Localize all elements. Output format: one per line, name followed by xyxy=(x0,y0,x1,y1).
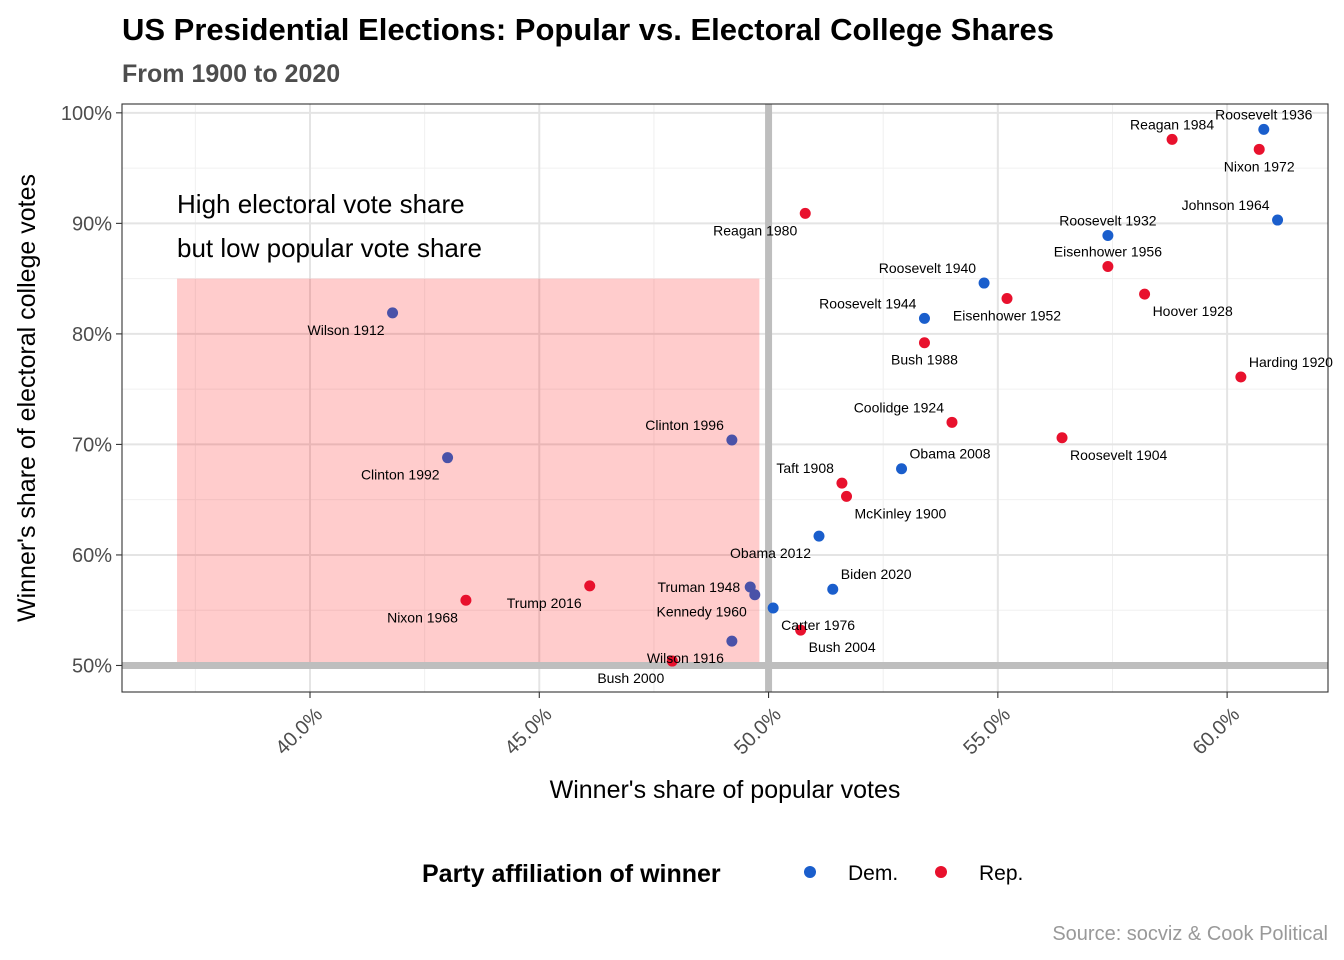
x-tick-label: 60.0% xyxy=(1189,703,1245,759)
data-point xyxy=(726,635,738,647)
data-point xyxy=(1001,293,1013,305)
data-point xyxy=(813,530,825,542)
point-label: Bush 1988 xyxy=(891,352,958,368)
legend-title: Party affiliation of winner xyxy=(422,860,721,888)
x-tick-label: 50.0% xyxy=(730,703,786,759)
data-point xyxy=(799,207,811,219)
data-point xyxy=(666,655,678,667)
data-point xyxy=(460,594,472,606)
point-label: Obama 2012 xyxy=(730,545,811,561)
data-point xyxy=(836,477,848,489)
point-label: Nixon 1968 xyxy=(387,609,458,625)
source-caption: Source: socviz & Cook Political xyxy=(1052,923,1328,945)
y-tick-label: 50% xyxy=(72,655,112,677)
point-label: Coolidge 1924 xyxy=(854,399,945,415)
point-label: Bush 2004 xyxy=(809,639,876,655)
legend-rep-swatch xyxy=(935,866,947,878)
point-label: Hoover 1928 xyxy=(1153,303,1233,319)
data-point xyxy=(387,307,399,319)
data-points xyxy=(387,123,1284,667)
point-label: Trump 2016 xyxy=(507,595,582,611)
chart-subtitle: From 1900 to 2020 xyxy=(122,60,340,88)
point-label: Eisenhower 1952 xyxy=(953,308,1061,324)
y-tick-label: 70% xyxy=(72,434,112,456)
point-label: McKinley 1900 xyxy=(855,505,947,521)
legend-rep-label: Rep. xyxy=(979,862,1023,885)
data-point xyxy=(767,602,779,614)
point-label: Roosevelt 1940 xyxy=(879,260,977,276)
data-point xyxy=(1102,260,1114,272)
annotation-text-line: High electoral vote share xyxy=(177,189,465,219)
annotation-text-line: but low popular vote share xyxy=(177,233,482,263)
y-tick-label: 60% xyxy=(72,545,112,567)
data-point xyxy=(978,277,990,289)
legend-dem-swatch xyxy=(804,866,816,878)
point-label: Truman 1948 xyxy=(657,579,740,595)
point-label: Eisenhower 1956 xyxy=(1054,243,1162,259)
point-label: Bush 2000 xyxy=(597,670,664,686)
point-label: Roosevelt 1936 xyxy=(1215,106,1313,122)
x-tick-label: 55.0% xyxy=(959,703,1015,759)
point-label: Wilson 1916 xyxy=(647,650,724,666)
legend: Party affiliation of winner Dem. Rep. xyxy=(422,860,1023,888)
data-point xyxy=(946,416,958,428)
point-label: Carter 1976 xyxy=(781,617,855,633)
data-point xyxy=(1258,123,1270,135)
plot-panel-border xyxy=(121,103,1329,693)
point-label: Nixon 1972 xyxy=(1224,158,1295,174)
x-tick-label: 45.0% xyxy=(501,703,557,759)
data-point xyxy=(1235,371,1247,383)
data-point xyxy=(827,583,839,595)
data-point xyxy=(1139,288,1151,300)
point-label: Roosevelt 1944 xyxy=(819,295,917,311)
data-point xyxy=(1253,143,1265,155)
point-label: Taft 1908 xyxy=(776,460,834,476)
y-tick-label: 80% xyxy=(72,324,112,346)
chart-title: US Presidential Elections: Popular vs. E… xyxy=(122,12,1054,47)
point-label: Clinton 1996 xyxy=(645,417,724,433)
point-label: Roosevelt 1904 xyxy=(1070,447,1168,463)
data-point xyxy=(918,312,930,324)
data-point xyxy=(841,490,853,502)
data-point xyxy=(896,463,908,475)
data-point xyxy=(1102,230,1114,242)
data-point xyxy=(749,589,761,601)
data-point xyxy=(918,337,930,349)
x-axis-title: Winner's share of popular votes xyxy=(550,776,901,804)
x-tick-label: 40.0% xyxy=(271,703,327,759)
y-tick-label: 100% xyxy=(61,103,112,125)
point-label: Harding 1920 xyxy=(1249,354,1333,370)
point-label: Obama 2008 xyxy=(910,446,991,462)
data-point xyxy=(1272,214,1284,226)
data-point xyxy=(1166,133,1178,145)
point-label: Wilson 1912 xyxy=(308,322,385,338)
legend-dem-label: Dem. xyxy=(848,862,898,885)
point-label: Biden 2020 xyxy=(841,566,912,582)
data-point xyxy=(726,434,738,446)
y-tick-label: 90% xyxy=(72,213,112,235)
point-label: Kennedy 1960 xyxy=(656,604,747,620)
point-label: Johnson 1964 xyxy=(1182,197,1270,213)
reference-lines xyxy=(122,104,1328,692)
data-point xyxy=(1056,432,1068,444)
point-label: Roosevelt 1932 xyxy=(1059,213,1157,229)
data-point xyxy=(795,624,807,636)
point-label: Reagan 1984 xyxy=(1130,116,1214,132)
point-label: Clinton 1992 xyxy=(361,467,440,483)
point-label: Reagan 1980 xyxy=(713,222,797,238)
data-point xyxy=(442,452,454,464)
data-point xyxy=(584,580,596,592)
y-axis-title: Winner's share of electoral college vote… xyxy=(13,174,41,622)
